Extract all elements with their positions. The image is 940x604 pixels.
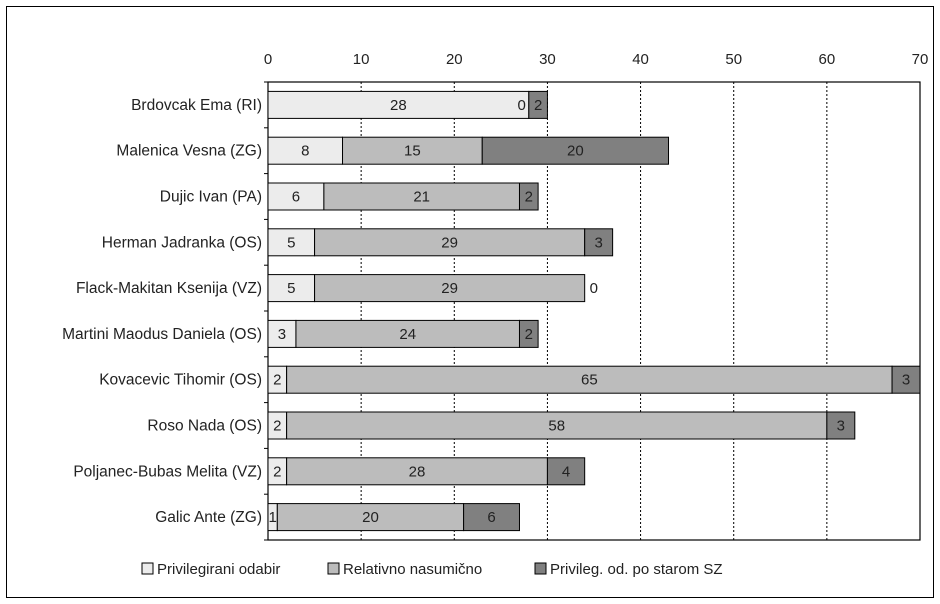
category-label: Herman Jadranka (OS) <box>102 234 262 251</box>
data-label: 20 <box>362 509 379 526</box>
category-label: Poljanec-Bubas Melita (VZ) <box>73 463 262 480</box>
bar-segment <box>267 182 325 211</box>
bar-segment <box>481 136 670 165</box>
data-label: 29 <box>441 280 458 297</box>
data-label: 15 <box>404 143 421 160</box>
data-label: 3 <box>837 418 845 435</box>
bar-segment <box>826 411 856 440</box>
legend-swatch <box>327 562 340 575</box>
data-label: 2 <box>273 463 281 480</box>
category-label: Kovacevic Tihomir (OS) <box>99 372 262 389</box>
bar-segment <box>528 90 548 119</box>
legend-label: Privilegirani odabir <box>157 561 280 578</box>
bar-segment <box>891 365 921 394</box>
data-label: 2 <box>273 372 281 389</box>
bar-segment <box>314 228 586 257</box>
x-tick-label: 40 <box>632 51 649 68</box>
bar-segment <box>276 503 465 532</box>
category-label: Flack-Makitan Ksenija (VZ) <box>76 280 262 297</box>
data-label: 65 <box>581 372 598 389</box>
data-label: 20 <box>567 143 584 160</box>
bar-segment <box>267 319 297 348</box>
x-tick-label: 60 <box>819 51 836 68</box>
data-label: 3 <box>278 326 286 343</box>
bar-segment <box>286 457 548 486</box>
data-label: 28 <box>409 463 426 480</box>
data-label: 2 <box>534 97 542 114</box>
legend-label: Privileg. od. po starom SZ <box>550 561 723 578</box>
bar-segment <box>286 411 828 440</box>
data-label: 1 <box>268 509 276 526</box>
data-label: 6 <box>487 509 495 526</box>
data-label: 58 <box>548 418 565 435</box>
data-label: 3 <box>902 372 910 389</box>
x-tick-label: 0 <box>264 51 272 68</box>
category-label: Roso Nada (OS) <box>147 418 262 435</box>
data-label: 0 <box>517 97 525 114</box>
category-label: Dujic Ivan (PA) <box>160 189 262 206</box>
legend-label: Relativno nasumično <box>343 561 482 578</box>
data-label: 5 <box>287 280 295 297</box>
x-tick-label: 20 <box>446 51 463 68</box>
data-label: 29 <box>441 234 458 251</box>
x-tick-label: 30 <box>539 51 556 68</box>
legend-swatch <box>141 562 154 575</box>
data-label: 3 <box>594 234 602 251</box>
data-label: 2 <box>273 418 281 435</box>
data-label: 6 <box>292 189 300 206</box>
bar-segment <box>463 503 520 532</box>
x-tick-label: 10 <box>353 51 370 68</box>
data-label: 2 <box>525 189 533 206</box>
category-label: Galic Ante (ZG) <box>155 509 262 526</box>
bar-segment <box>518 182 539 211</box>
data-label: 0 <box>590 280 598 297</box>
data-label: 2 <box>525 326 533 343</box>
data-label: 5 <box>287 234 295 251</box>
data-label: 24 <box>399 326 416 343</box>
category-label: Martini Maodus Daniela (OS) <box>62 326 262 343</box>
bar-segment <box>518 319 539 348</box>
data-label: 8 <box>301 143 309 160</box>
bar-segment <box>323 182 520 211</box>
bar-segment <box>286 365 893 394</box>
x-tick-label: 50 <box>725 51 742 68</box>
bar-segment <box>267 90 530 119</box>
data-label: 21 <box>413 189 430 206</box>
data-label: 4 <box>562 463 570 480</box>
legend: Privilegirani odabir Relativno nasumično P… <box>141 561 723 578</box>
category-label: Malenica Vesna (ZG) <box>116 143 262 160</box>
legend-swatch <box>534 562 547 575</box>
bar-segment <box>546 457 586 486</box>
data-label: 28 <box>390 97 407 114</box>
bar-segment <box>314 274 586 303</box>
bars-layer <box>267 90 921 532</box>
category-label: Brdovcak Ema (RI) <box>131 97 262 114</box>
x-tick-label: 70 <box>912 51 929 68</box>
bar-segment <box>584 228 614 257</box>
